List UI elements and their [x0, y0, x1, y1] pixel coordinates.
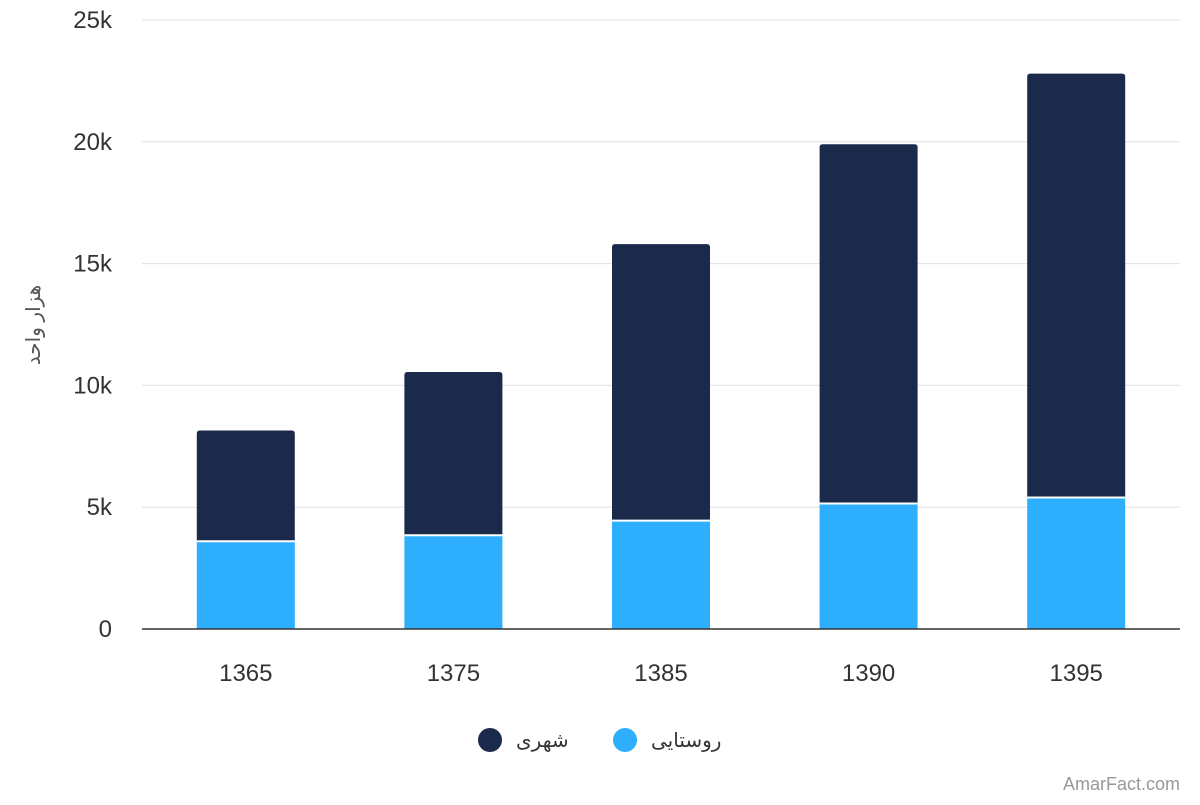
bar-segment-urban	[612, 244, 710, 521]
bar-segment-rural	[1027, 497, 1126, 629]
bar-segment-urban	[1027, 73, 1126, 498]
y-axis-ticks: 0 5k 10k 15k 20k 25k	[73, 7, 113, 643]
legend-label: روستایی	[651, 730, 721, 752]
y-tick-label: 0	[99, 616, 112, 643]
legend: شهری روستایی	[478, 728, 721, 752]
bar-segment-urban	[404, 372, 503, 536]
x-tick-label: 1390	[842, 660, 895, 687]
bar-segment-rural	[404, 535, 503, 629]
y-tick-label: 15k	[73, 251, 113, 278]
legend-label: شهری	[516, 730, 569, 752]
legend-swatch	[478, 728, 502, 752]
watermark: AmarFact.com	[1063, 774, 1180, 794]
bar-segment-rural	[819, 503, 918, 629]
x-axis-ticks: 1365 1375 1385 1390 1395	[219, 660, 1103, 687]
x-tick-label: 1365	[219, 660, 272, 687]
bars	[196, 73, 1126, 629]
y-axis-label: هزار واحد	[23, 285, 45, 365]
bar-segment-urban	[196, 430, 295, 542]
x-tick-label: 1375	[427, 660, 480, 687]
x-tick-label: 1385	[634, 660, 687, 687]
bar-segment-urban	[819, 144, 918, 504]
y-tick-label: 20k	[73, 129, 113, 156]
legend-swatch	[613, 728, 637, 752]
y-tick-label: 10k	[73, 372, 113, 399]
x-tick-label: 1395	[1050, 660, 1103, 687]
y-tick-label: 25k	[73, 7, 113, 34]
bar-segment-rural	[612, 520, 710, 629]
bar-segment-rural	[196, 541, 295, 629]
y-tick-label: 5k	[87, 494, 113, 521]
